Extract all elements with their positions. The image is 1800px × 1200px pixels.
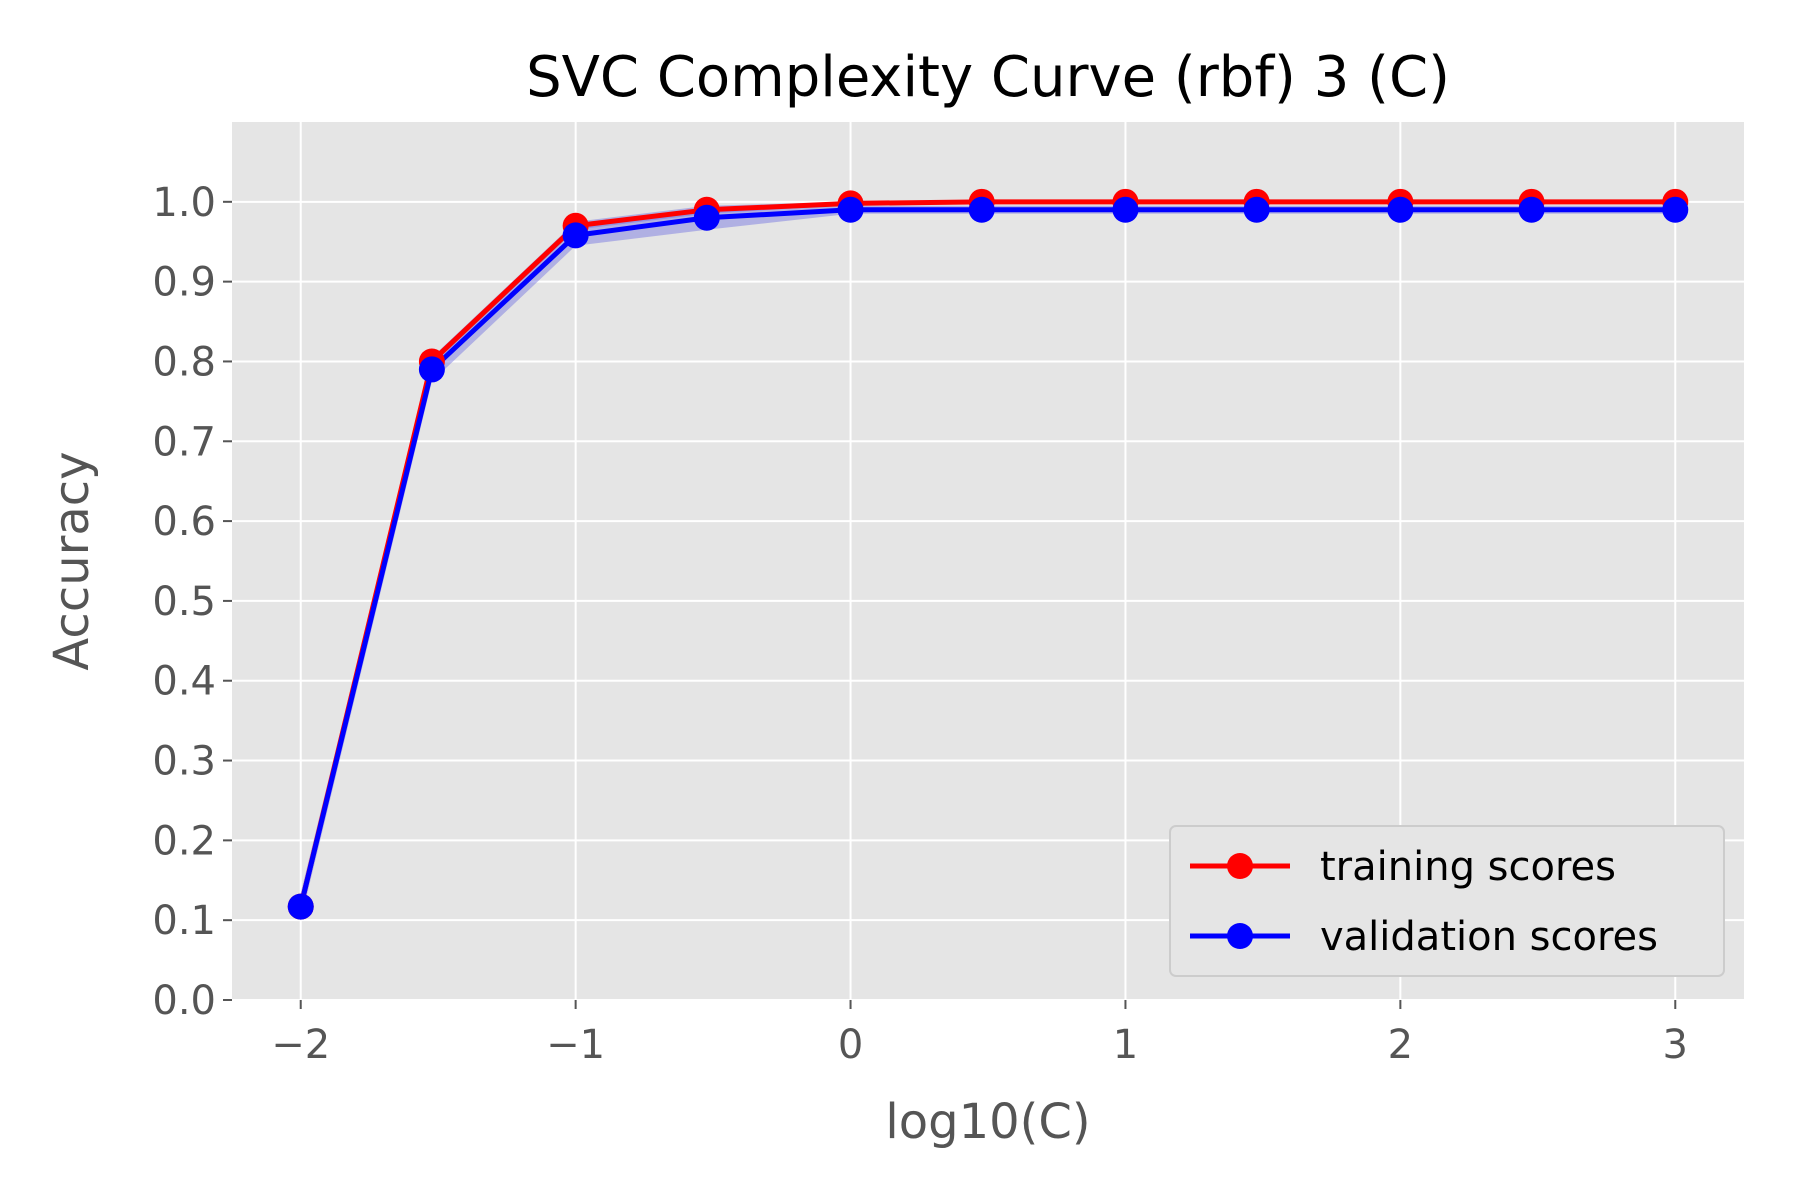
- y-tick-label: 0.4: [152, 659, 216, 705]
- point-validation: [693, 204, 720, 231]
- axis-ticks: −2 −1 0 1 2 3 0.0 0.1 0.2 0.3 0.4 0.5 0.6 0.7 0.8 0.9 1.…: [152, 180, 1688, 1068]
- y-tick-label: 0.5: [152, 579, 216, 625]
- legend-box: [1169, 825, 1725, 977]
- point-validation: [418, 356, 445, 383]
- point-validation: [1387, 196, 1414, 223]
- y-tick-label: 0.1: [152, 898, 216, 944]
- legend-label-validation: validation scores: [1320, 914, 1658, 960]
- point-validation: [837, 196, 864, 223]
- y-axis-label: Accuracy: [44, 451, 100, 670]
- legend: training scores validation scores: [1169, 825, 1725, 977]
- grid-lines: [232, 122, 1744, 1001]
- point-validation: [1518, 196, 1545, 223]
- x-tick-label: −1: [546, 1022, 605, 1068]
- y-tick-label: 1.0: [152, 180, 216, 226]
- legend-marker-validation: [1227, 923, 1253, 949]
- y-tick-label: 0.0: [152, 978, 216, 1024]
- point-validation: [1243, 196, 1270, 223]
- x-tick-label: 1: [1113, 1022, 1138, 1068]
- point-validation: [1112, 196, 1139, 223]
- legend-marker-training: [1227, 853, 1253, 879]
- y-tick-label: 0.3: [152, 739, 216, 785]
- x-tick-label: 3: [1663, 1022, 1688, 1068]
- point-validation: [287, 893, 314, 920]
- y-tick-label: 0.6: [152, 499, 216, 545]
- x-axis-label: log10(C): [885, 1094, 1090, 1150]
- point-validation: [1662, 196, 1689, 223]
- point-validation: [562, 222, 589, 249]
- legend-items: training scores validation scores: [1190, 844, 1658, 960]
- x-tick-label: −2: [271, 1022, 330, 1068]
- chart-title: SVC Complexity Curve (rbf) 3 (C): [526, 45, 1450, 110]
- series-points: [287, 188, 1689, 920]
- y-tick-label: 0.2: [152, 818, 216, 864]
- x-tick-label: 2: [1388, 1022, 1413, 1068]
- y-tick-label: 0.9: [152, 260, 216, 306]
- point-validation: [968, 196, 995, 223]
- y-tick-label: 0.7: [152, 419, 216, 465]
- y-tick-label: 0.8: [152, 339, 216, 385]
- legend-label-training: training scores: [1320, 844, 1616, 890]
- x-tick-label: 0: [838, 1022, 863, 1068]
